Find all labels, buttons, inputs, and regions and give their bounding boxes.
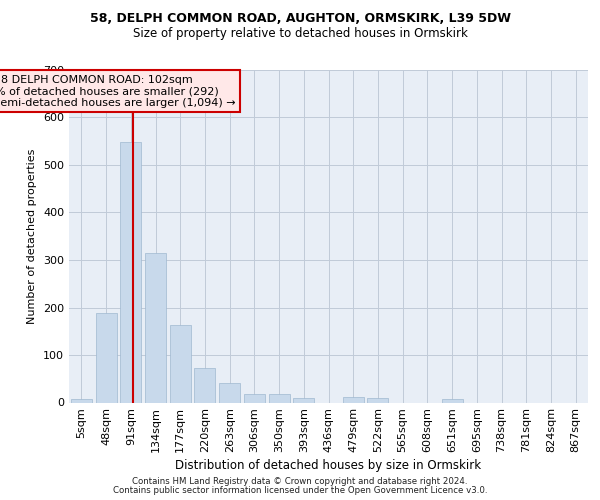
Bar	[293, 398, 314, 402]
Text: Contains public sector information licensed under the Open Government Licence v3: Contains public sector information licen…	[113, 486, 487, 495]
Bar	[269, 394, 290, 402]
Bar	[71, 398, 92, 402]
Bar	[244, 394, 265, 402]
Bar	[145, 253, 166, 402]
Text: 58, DELPH COMMON ROAD, AUGHTON, ORMSKIRK, L39 5DW: 58, DELPH COMMON ROAD, AUGHTON, ORMSKIRK…	[89, 12, 511, 26]
Text: Contains HM Land Registry data © Crown copyright and database right 2024.: Contains HM Land Registry data © Crown c…	[132, 477, 468, 486]
Text: 58 DELPH COMMON ROAD: 102sqm
← 21% of detached houses are smaller (292)
79% of s: 58 DELPH COMMON ROAD: 102sqm ← 21% of de…	[0, 74, 236, 108]
Bar	[219, 382, 240, 402]
Bar	[120, 142, 141, 403]
Bar	[170, 325, 191, 402]
Bar	[442, 399, 463, 402]
X-axis label: Distribution of detached houses by size in Ormskirk: Distribution of detached houses by size …	[175, 460, 482, 472]
Bar	[367, 398, 388, 402]
Bar	[194, 368, 215, 402]
Bar	[95, 313, 116, 402]
Y-axis label: Number of detached properties: Number of detached properties	[28, 148, 37, 324]
Bar	[343, 397, 364, 402]
Text: Size of property relative to detached houses in Ormskirk: Size of property relative to detached ho…	[133, 28, 467, 40]
